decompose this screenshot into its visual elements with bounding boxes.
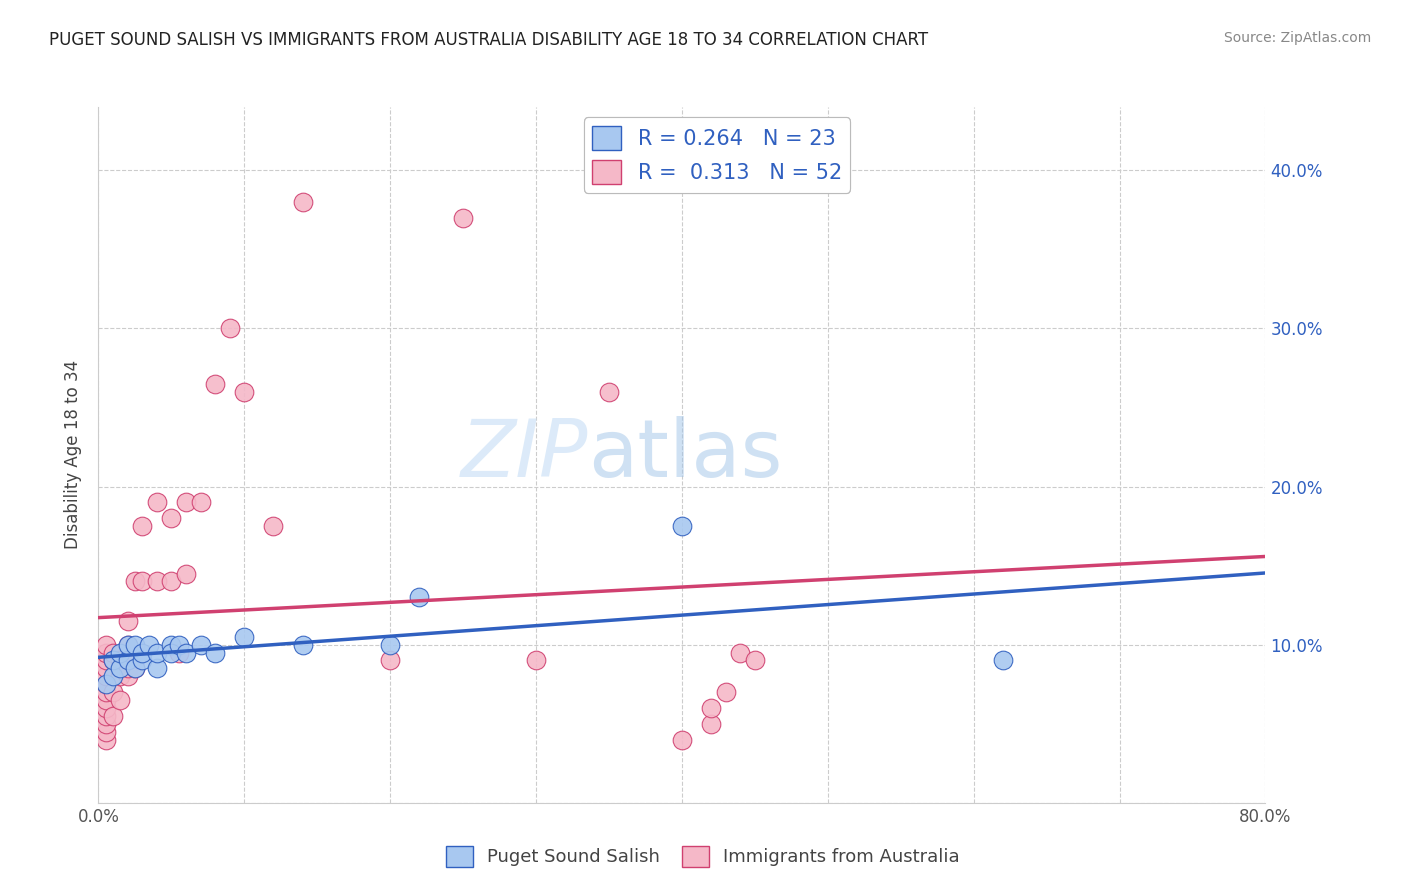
Point [117,638,139,652]
Text: atlas: atlas [589,416,783,494]
Point [233,384,256,399]
Point [94,693,117,707]
Point [101,685,124,699]
Point [117,638,139,652]
Point [218,321,240,335]
Point [101,646,124,660]
Point [110,653,132,667]
Text: PUGET SOUND SALISH VS IMMIGRANTS FROM AUSTRALIA DISABILITY AGE 18 TO 34 CORRELAT: PUGET SOUND SALISH VS IMMIGRANTS FROM AU… [49,31,928,49]
Point [131,653,153,667]
Point [110,646,132,660]
Point [94,669,117,683]
Point [671,519,693,533]
Point [101,669,124,683]
Point [291,194,314,209]
Point [131,519,153,533]
Point [408,591,430,605]
Point [94,677,117,691]
Point [160,638,183,652]
Point [190,495,212,509]
Point [101,653,124,667]
Point [174,646,197,660]
Point [146,574,169,589]
Point [124,638,146,652]
Point [671,732,693,747]
Point [94,685,117,699]
Point [131,646,153,660]
Point [174,495,197,509]
Text: ZIP: ZIP [461,416,589,494]
Point [160,574,183,589]
Point [146,661,169,675]
Point [700,701,723,715]
Point [94,661,117,675]
Point [94,653,117,667]
Point [117,653,139,667]
Point [160,646,183,660]
Point [146,495,169,509]
Point [131,574,153,589]
Point [167,638,190,652]
Point [94,716,117,731]
Point [124,661,146,675]
Point [124,661,146,675]
Point [101,708,124,723]
Point [714,685,737,699]
Legend: R = 0.264   N = 23, R =  0.313   N = 52: R = 0.264 N = 23, R = 0.313 N = 52 [583,118,851,193]
Point [700,716,723,731]
Point [110,693,132,707]
Point [262,519,284,533]
Point [124,574,146,589]
Point [94,708,117,723]
Point [204,646,226,660]
Point [598,384,620,399]
Point [94,724,117,739]
Point [146,646,169,660]
Point [744,653,766,667]
Point [378,653,402,667]
Point [378,638,402,652]
Point [94,701,117,715]
Point [167,646,190,660]
Point [117,614,139,628]
Point [110,669,132,683]
Text: Source: ZipAtlas.com: Source: ZipAtlas.com [1223,31,1371,45]
Point [138,638,160,652]
Point [117,653,139,667]
Point [291,638,314,652]
Point [110,661,132,675]
Y-axis label: Disability Age 18 to 34: Disability Age 18 to 34 [65,360,83,549]
Point [451,211,474,225]
Point [94,646,117,660]
Point [94,638,117,652]
Point [160,511,183,525]
Point [94,732,117,747]
Point [204,376,226,391]
Point [190,638,212,652]
Point [94,677,117,691]
Legend: Puget Sound Salish, Immigrants from Australia: Puget Sound Salish, Immigrants from Aust… [439,838,967,874]
Point [728,646,751,660]
Point [117,669,139,683]
Point [991,653,1014,667]
Point [174,566,197,581]
Point [524,653,547,667]
Point [233,630,256,644]
Point [117,661,139,675]
Point [101,653,124,667]
